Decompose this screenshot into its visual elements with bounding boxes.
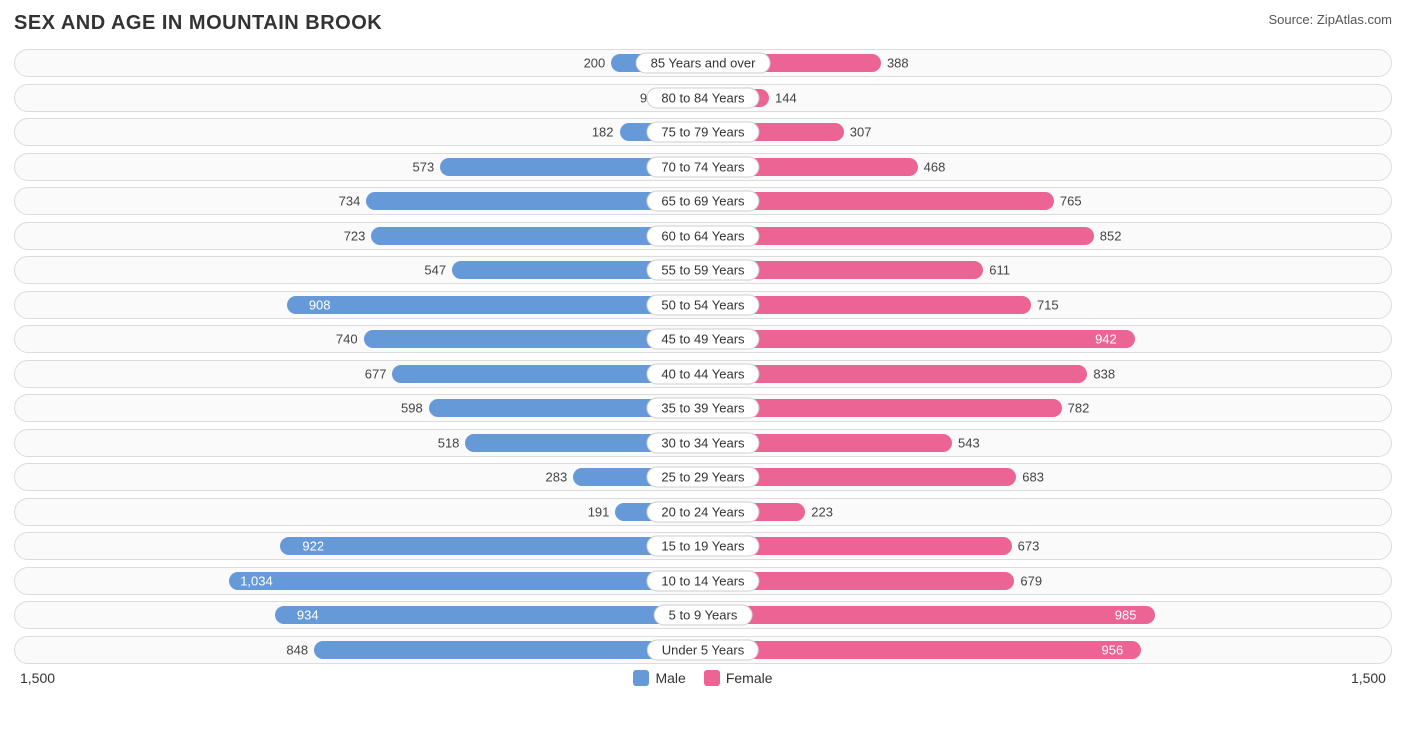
bar-male [314, 641, 703, 659]
chart-row: 182 307 75 to 79 Years [14, 118, 1392, 146]
chart-footer: 1,500 Male Female 1,500 [14, 670, 1392, 686]
bar-female [703, 330, 1135, 348]
value-male: 547 [424, 263, 446, 278]
chart-row: 547 611 55 to 59 Years [14, 256, 1392, 284]
chart-title: SEX AND AGE IN MOUNTAIN BROOK [14, 12, 382, 35]
chart-row: 677 838 40 to 44 Years [14, 360, 1392, 388]
value-female: 985 [1115, 608, 1137, 623]
value-female: 838 [1093, 366, 1115, 381]
value-female: 852 [1100, 228, 1122, 243]
value-male: 182 [592, 125, 614, 140]
value-female: 683 [1022, 470, 1044, 485]
value-female: 715 [1037, 297, 1059, 312]
value-male: 200 [584, 56, 606, 71]
age-group-label: 50 to 54 Years [646, 294, 759, 315]
value-male: 934 [297, 608, 319, 623]
age-group-label: Under 5 Years [647, 639, 759, 660]
value-female: 673 [1018, 539, 1040, 554]
value-female: 782 [1068, 401, 1090, 416]
value-male: 723 [344, 228, 366, 243]
chart-row: 740 942 45 to 49 Years [14, 325, 1392, 353]
chart-row: 518 543 30 to 34 Years [14, 429, 1392, 457]
bar-female [703, 641, 1141, 659]
value-male: 740 [336, 332, 358, 347]
value-female: 223 [811, 504, 833, 519]
chart-row: 723 852 60 to 64 Years [14, 222, 1392, 250]
bar-male [229, 572, 703, 590]
legend-swatch-male [633, 670, 649, 686]
value-female: 679 [1020, 573, 1042, 588]
value-male: 908 [309, 297, 331, 312]
age-group-label: 80 to 84 Years [646, 87, 759, 108]
bar-female [703, 227, 1094, 245]
chart-row: 598 782 35 to 39 Years [14, 394, 1392, 422]
chart-row: 200 388 85 Years and over [14, 49, 1392, 77]
bar-male [280, 537, 703, 555]
value-male: 573 [412, 159, 434, 174]
chart-row: 191 223 20 to 24 Years [14, 498, 1392, 526]
chart-row: 922 673 15 to 19 Years [14, 532, 1392, 560]
value-female: 144 [775, 90, 797, 105]
value-female: 611 [989, 263, 1010, 278]
chart-row: 283 683 25 to 29 Years [14, 463, 1392, 491]
chart-row: 934 985 5 to 9 Years [14, 601, 1392, 629]
bar-male [287, 296, 703, 314]
age-group-label: 45 to 49 Years [646, 329, 759, 350]
legend-label-male: Male [655, 670, 685, 686]
legend: Male Female [633, 670, 772, 686]
value-male: 518 [438, 435, 460, 450]
value-male: 1,034 [240, 573, 273, 588]
legend-label-female: Female [726, 670, 773, 686]
age-group-label: 20 to 24 Years [646, 501, 759, 522]
chart-header: SEX AND AGE IN MOUNTAIN BROOK Source: Zi… [14, 12, 1392, 35]
value-male: 734 [339, 194, 361, 209]
value-female: 307 [850, 125, 872, 140]
value-male: 848 [286, 642, 308, 657]
age-group-label: 40 to 44 Years [646, 363, 759, 384]
chart-row: 848 956 Under 5 Years [14, 636, 1392, 664]
legend-item-male: Male [633, 670, 685, 686]
chart-source: Source: ZipAtlas.com [1268, 12, 1392, 27]
chart-row: 1,034 679 10 to 14 Years [14, 567, 1392, 595]
value-female: 765 [1060, 194, 1082, 209]
age-group-label: 65 to 69 Years [646, 191, 759, 212]
bar-female [703, 606, 1155, 624]
age-group-label: 70 to 74 Years [646, 156, 759, 177]
bar-male [275, 606, 703, 624]
age-group-label: 75 to 79 Years [646, 122, 759, 143]
age-group-label: 25 to 29 Years [646, 467, 759, 488]
legend-item-female: Female [704, 670, 773, 686]
age-group-label: 85 Years and over [636, 53, 771, 74]
value-male: 922 [302, 539, 324, 554]
axis-label-left: 1,500 [20, 670, 55, 686]
axis-label-right: 1,500 [1351, 670, 1386, 686]
chart-row: 734 765 65 to 69 Years [14, 187, 1392, 215]
value-male: 598 [401, 401, 423, 416]
age-group-label: 60 to 64 Years [646, 225, 759, 246]
value-male: 677 [365, 366, 387, 381]
bar-female [703, 365, 1087, 383]
age-group-label: 35 to 39 Years [646, 398, 759, 419]
value-male: 283 [546, 470, 568, 485]
value-female: 388 [887, 56, 909, 71]
age-group-label: 5 to 9 Years [654, 605, 753, 626]
legend-swatch-female [704, 670, 720, 686]
chart-row: 9314480 to 84 Years [14, 84, 1392, 112]
age-group-label: 15 to 19 Years [646, 536, 759, 557]
value-male: 191 [588, 504, 610, 519]
value-female: 543 [958, 435, 980, 450]
chart-row: 908 715 50 to 54 Years [14, 291, 1392, 319]
population-pyramid-chart: 20038885 Years and over9314480 to 84 Yea… [14, 49, 1392, 664]
value-female: 468 [924, 159, 946, 174]
chart-row: 573 468 70 to 74 Years [14, 153, 1392, 181]
age-group-label: 10 to 14 Years [646, 570, 759, 591]
value-female: 956 [1101, 642, 1123, 657]
age-group-label: 55 to 59 Years [646, 260, 759, 281]
age-group-label: 30 to 34 Years [646, 432, 759, 453]
value-female: 942 [1095, 332, 1117, 347]
